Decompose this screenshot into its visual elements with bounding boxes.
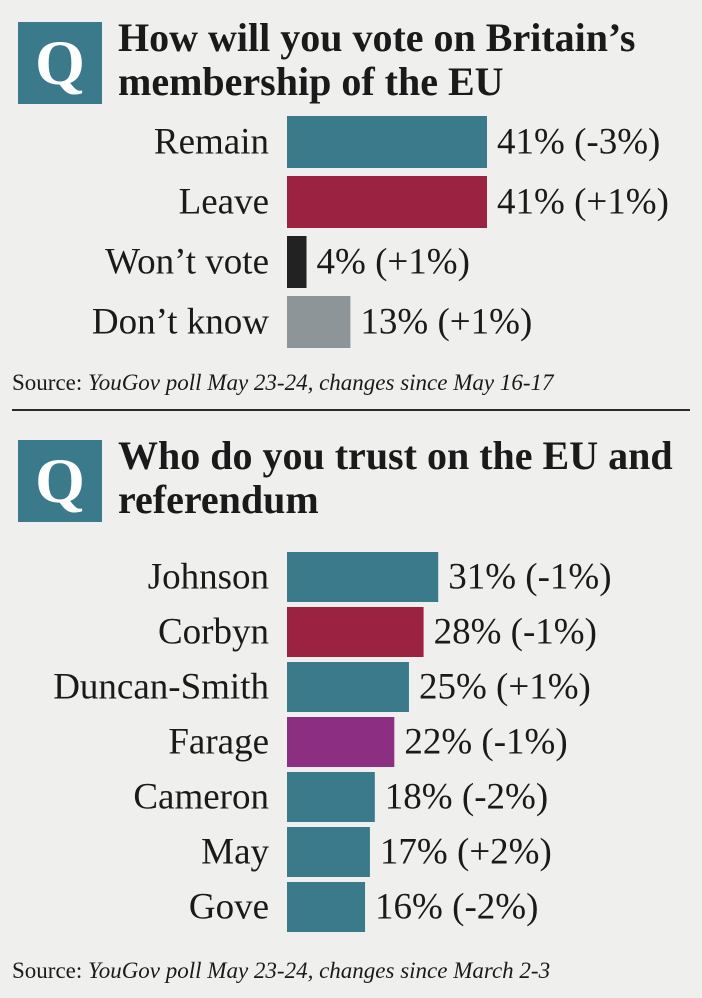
source-text: YouGov poll May 23-24, changes since May… <box>88 370 554 395</box>
bar <box>287 552 439 602</box>
category-label: Won’t vote <box>105 242 269 283</box>
category-label: Corbyn <box>158 612 269 653</box>
bar <box>287 827 370 877</box>
category-label: Farage <box>168 722 269 763</box>
category-label: Gove <box>189 887 269 928</box>
bar <box>287 662 409 712</box>
category-label: May <box>201 832 269 873</box>
poll-panel-trust: Q Who do you trust on the EU and referen… <box>0 418 702 998</box>
category-label: Leave <box>179 182 269 223</box>
category-label: Johnson <box>148 557 269 598</box>
poll-panel-vote: Q How will you vote on Britain’s members… <box>0 0 702 400</box>
source-note: Source: YouGov poll May 23-24, changes s… <box>12 957 550 985</box>
chart-title: Who do you trust on the EU and referendu… <box>118 433 673 522</box>
question-badge: Q <box>18 22 102 104</box>
category-label: Don’t know <box>92 302 269 343</box>
bar <box>287 116 487 168</box>
value-label: 22% (-1%) <box>404 722 567 763</box>
bar <box>287 236 307 288</box>
value-label: 41% (+1%) <box>497 182 669 223</box>
bar <box>287 717 395 767</box>
category-label: Remain <box>154 122 269 163</box>
source-label: Source: <box>12 370 83 395</box>
value-label: 25% (+1%) <box>419 667 591 708</box>
value-label: 18% (-2%) <box>385 777 548 818</box>
bar <box>287 607 424 657</box>
value-label: 16% (-2%) <box>375 887 538 928</box>
category-label: Duncan-Smith <box>53 667 269 708</box>
chart-title: How will you vote on Britain’s membershi… <box>118 15 636 104</box>
source-text: YouGov poll May 23-24, changes since Mar… <box>88 958 551 983</box>
bar <box>287 882 366 932</box>
question-badge: Q <box>18 440 102 522</box>
source-label: Source: <box>12 958 83 983</box>
section-divider <box>12 409 690 411</box>
bar <box>287 772 375 822</box>
value-label: 13% (+1%) <box>360 302 532 343</box>
value-label: 17% (+2%) <box>380 832 552 873</box>
value-label: 41% (-3%) <box>497 122 660 163</box>
vote-bar-chart: Remain 41% (-3%) Leave 41% (+1%) Won’t vote 4… <box>92 116 669 348</box>
bar <box>287 176 487 228</box>
source-note: Source: YouGov poll May 23-24, changes s… <box>12 369 553 397</box>
bar <box>287 296 351 348</box>
category-label: Cameron <box>133 777 269 818</box>
value-label: 31% (-1%) <box>448 557 611 598</box>
value-label: 28% (-1%) <box>434 612 597 653</box>
trust-bar-chart: Johnson 31% (-1%) Corbyn 28% (-1%) Duncan-Sm… <box>53 552 612 932</box>
value-label: 4% (+1%) <box>317 242 470 283</box>
